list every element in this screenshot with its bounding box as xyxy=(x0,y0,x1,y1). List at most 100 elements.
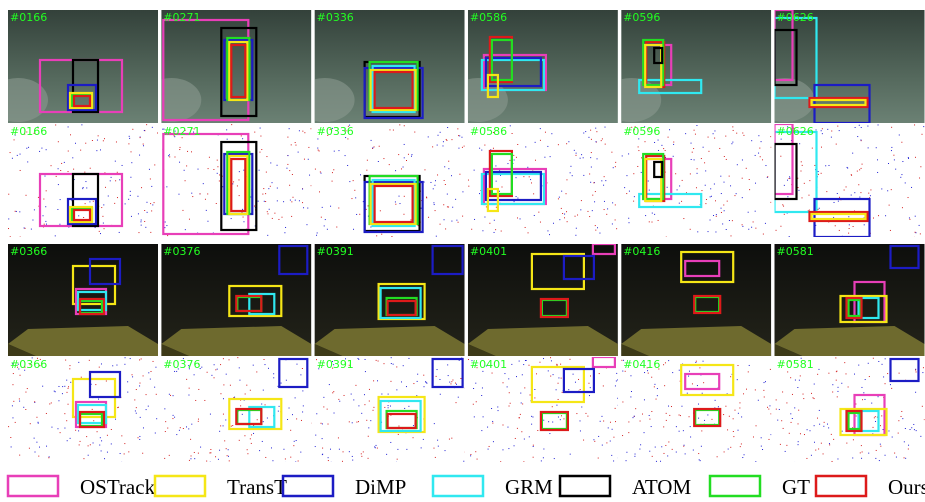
frame-number: #0271 xyxy=(163,125,200,138)
table xyxy=(774,326,925,356)
panel-content xyxy=(774,124,925,237)
event-dot xyxy=(278,218,280,220)
event-dot xyxy=(640,444,642,446)
event-dot xyxy=(207,168,209,170)
event-dot xyxy=(696,385,698,387)
event-dot xyxy=(913,429,915,431)
event-dot xyxy=(37,126,39,128)
event-dot xyxy=(737,429,739,431)
event-dot xyxy=(464,387,465,389)
tracker-box xyxy=(889,357,920,383)
event-dot xyxy=(509,159,511,161)
event-dot xyxy=(806,457,808,459)
event-dot xyxy=(698,403,700,405)
event-dot xyxy=(33,437,35,439)
event-dot xyxy=(372,409,374,411)
event-dot xyxy=(642,413,644,415)
event-dot xyxy=(500,230,502,232)
event-dot xyxy=(209,413,211,415)
event-dot xyxy=(263,200,265,202)
event-dot xyxy=(403,125,405,127)
event-dot xyxy=(378,145,380,147)
event-dot xyxy=(13,139,15,141)
event-dot xyxy=(294,142,296,144)
event-dot xyxy=(811,147,813,149)
event-dot xyxy=(366,159,368,161)
event-dot xyxy=(820,442,822,444)
event-dot xyxy=(396,366,398,368)
event-dot xyxy=(37,196,39,198)
event-dot xyxy=(801,164,803,166)
event-dot xyxy=(632,417,634,419)
event-dot xyxy=(447,127,449,129)
event-dot xyxy=(164,221,166,223)
event-dot xyxy=(18,398,20,400)
event-dot xyxy=(215,369,217,371)
event-dot xyxy=(612,167,614,169)
event-dot xyxy=(343,394,345,396)
event-dot xyxy=(616,228,618,230)
event-dot xyxy=(293,445,295,447)
event-dot xyxy=(723,204,725,206)
event-dot xyxy=(403,143,405,145)
event-dot xyxy=(665,412,667,414)
event-dot xyxy=(322,447,324,449)
event-dot xyxy=(78,361,80,363)
event-dot xyxy=(633,415,635,417)
event-dot xyxy=(693,129,695,131)
event-dot xyxy=(259,151,261,153)
event-dot xyxy=(566,211,568,213)
event-dot xyxy=(673,141,675,143)
event-dot xyxy=(337,437,339,439)
event-dot xyxy=(392,129,394,131)
event-dot xyxy=(209,461,211,462)
event-dot xyxy=(593,182,595,184)
event-dot xyxy=(34,401,36,403)
event-dot xyxy=(550,360,552,362)
event-dot xyxy=(401,168,403,170)
event-dot xyxy=(316,413,318,415)
frame-number: #0626 xyxy=(777,125,814,138)
event-dot xyxy=(226,129,228,131)
tracker-box xyxy=(774,124,794,196)
event-dot xyxy=(611,151,613,153)
event-dot xyxy=(490,149,492,151)
event-dot xyxy=(173,135,175,137)
event-dot xyxy=(104,172,106,174)
event-dot xyxy=(813,383,815,385)
event-dot xyxy=(647,370,649,372)
event-dot xyxy=(243,169,245,171)
event-dot xyxy=(410,155,412,157)
event-dot xyxy=(828,164,830,166)
event-dot xyxy=(233,181,235,183)
event-dot xyxy=(739,402,741,404)
event-dot xyxy=(539,139,541,141)
event-dot xyxy=(197,168,199,170)
event-dot xyxy=(607,208,609,210)
event-dot xyxy=(609,421,611,423)
event-dot xyxy=(743,134,745,136)
event-dot xyxy=(790,128,792,130)
event-dot xyxy=(355,384,357,386)
event-frame xyxy=(8,124,158,237)
event-dot xyxy=(358,358,360,360)
event-dot xyxy=(357,421,359,423)
event-dot xyxy=(228,460,230,462)
event-dot xyxy=(841,430,843,432)
event-dot xyxy=(847,167,849,169)
event-dot xyxy=(530,179,532,181)
event-dot xyxy=(547,230,549,232)
frame-number: #0586 xyxy=(470,125,507,138)
event-dot xyxy=(709,196,711,198)
event-dot xyxy=(176,370,178,372)
event-dot xyxy=(246,384,248,386)
event-dot xyxy=(725,229,727,231)
event-dot xyxy=(561,391,563,393)
event-dot xyxy=(758,152,760,154)
event-dot xyxy=(308,146,310,148)
event-dot xyxy=(386,453,388,455)
event-dot xyxy=(918,224,920,226)
event-dot xyxy=(29,423,31,425)
frame-number: #0271 xyxy=(163,11,200,24)
event-dot xyxy=(437,174,439,176)
